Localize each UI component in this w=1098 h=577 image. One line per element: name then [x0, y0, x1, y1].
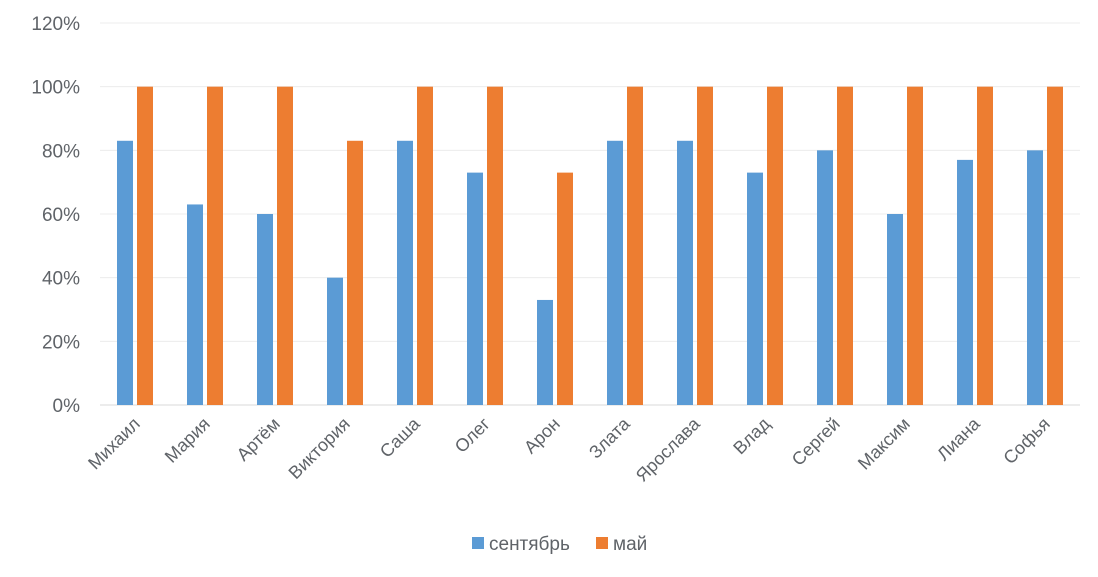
bar-series-1-0: [117, 140, 133, 406]
bar-series-1-5: [467, 172, 483, 405]
y-tick-label: 20%: [42, 332, 80, 353]
legend-label-series-1: сентябрь: [489, 534, 570, 555]
x-category-label: Олег: [451, 413, 494, 456]
x-category-label: Артём: [233, 414, 284, 465]
bar-series-2-2: [277, 86, 293, 406]
bar-series-1-11: [887, 214, 903, 405]
x-category-label: Михаил: [84, 414, 144, 474]
bar-series-2-6: [557, 172, 573, 405]
x-category-label: Влад: [729, 413, 774, 458]
bar-series-1-8: [677, 140, 693, 406]
bar-series-1-9: [747, 172, 763, 405]
y-tick-label: 100%: [31, 78, 80, 99]
y-axis-ticks: 0% 20% 40% 60% 80% 100% 120%: [31, 14, 80, 417]
x-category-label: Саша: [376, 413, 425, 462]
y-tick-label: 120%: [31, 14, 80, 35]
bar-series-2-12: [977, 86, 993, 406]
legend-swatch-series-1: [472, 537, 484, 549]
bar-series-2-1: [207, 86, 223, 406]
bar-series-2-8: [697, 86, 713, 406]
legend-swatch-series-2: [596, 537, 608, 549]
bar-series-2-10: [837, 86, 853, 406]
bar-series-1-12: [957, 159, 973, 405]
x-category-label: Злата: [585, 413, 635, 463]
bar-series-1-6: [537, 299, 553, 405]
bar-series-1-7: [607, 140, 623, 406]
bar-series-1-2: [257, 214, 273, 405]
bar-series-2-5: [487, 86, 503, 406]
bar-series-2-13: [1047, 86, 1063, 406]
bars: [117, 86, 1063, 406]
bar-series-1-1: [187, 204, 203, 405]
x-category-label: Арон: [520, 414, 564, 458]
y-tick-label: 0%: [53, 396, 81, 417]
gridlines: [100, 22, 1080, 406]
y-tick-label: 80%: [42, 141, 80, 162]
bar-series-1-13: [1027, 150, 1043, 405]
x-axis-labels: Михаил Мария Артём Виктория Саша Олег Арон Злат…: [84, 413, 1054, 486]
bar-series-1-10: [817, 150, 833, 405]
x-category-label: Мария: [161, 414, 214, 467]
x-category-label: Виктория: [285, 414, 354, 483]
bar-series-2-11: [907, 86, 923, 406]
bar-series-2-7: [627, 86, 643, 406]
bar-series-1-3: [327, 277, 343, 405]
bar-series-2-9: [767, 86, 783, 406]
y-tick-label: 40%: [42, 269, 80, 290]
x-category-label: Максим: [854, 414, 914, 474]
bar-series-1-4: [397, 140, 413, 406]
bar-series-2-4: [417, 86, 433, 406]
x-category-label: Сергей: [788, 414, 844, 470]
bar-series-2-3: [347, 140, 363, 406]
y-tick-label: 60%: [42, 205, 80, 226]
legend-label-series-2: май: [613, 534, 647, 555]
x-category-label: Ярослава: [632, 413, 705, 486]
x-category-label: Лиана: [933, 413, 984, 464]
legend: сентябрь май: [472, 534, 647, 555]
bar-series-2-0: [137, 86, 153, 406]
x-category-label: Софья: [999, 414, 1053, 468]
